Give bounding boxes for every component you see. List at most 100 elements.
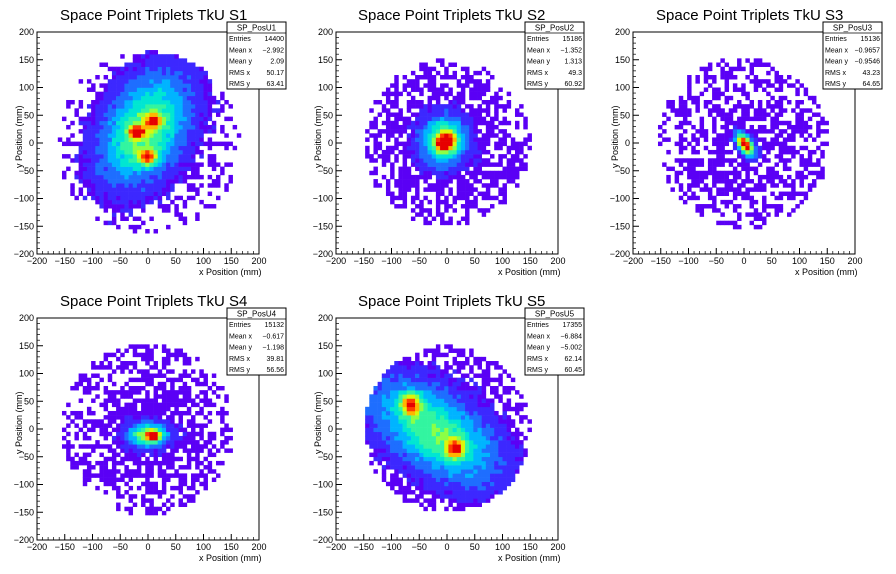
- bin: [490, 120, 495, 126]
- bin: [82, 149, 88, 155]
- bin: [745, 158, 750, 163]
- bin: [161, 398, 167, 403]
- bin: [465, 133, 470, 138]
- bin: [427, 481, 433, 487]
- bin: [191, 477, 196, 483]
- bin: [419, 75, 424, 80]
- bin: [662, 129, 667, 134]
- histogram-panel-2: −200 −150 −100 −50 0 50 100 150 200−200−150−100−…: [313, 7, 585, 277]
- bin: [195, 477, 200, 483]
- bin: [161, 158, 167, 163]
- bin: [195, 452, 200, 458]
- bin: [149, 124, 154, 130]
- bin: [811, 137, 817, 142]
- bin: [170, 174, 175, 180]
- bin: [78, 179, 84, 184]
- bin: [465, 356, 470, 362]
- bin: [506, 398, 512, 403]
- bin: [807, 133, 813, 138]
- bin: [128, 174, 134, 180]
- bin: [514, 427, 520, 433]
- bin: [182, 104, 188, 109]
- bin: [440, 104, 445, 109]
- bin: [514, 141, 520, 147]
- bin: [145, 99, 150, 105]
- bin: [161, 469, 167, 474]
- stats-row-value: 49.3: [568, 70, 582, 77]
- bin: [149, 377, 154, 383]
- bin: [753, 133, 759, 138]
- bin: [410, 427, 416, 433]
- bin: [149, 473, 154, 478]
- bin: [674, 170, 680, 176]
- bin: [481, 456, 487, 462]
- bin: [494, 465, 499, 470]
- bin: [791, 108, 796, 113]
- bin: [745, 166, 750, 172]
- bin: [394, 75, 399, 80]
- bin: [107, 91, 113, 97]
- bin: [490, 116, 495, 122]
- bin: [448, 477, 453, 483]
- bin: [477, 70, 482, 76]
- bin: [149, 50, 154, 55]
- bin: [452, 381, 458, 387]
- bin: [444, 112, 449, 117]
- bin: [473, 145, 478, 151]
- bin: [431, 158, 437, 163]
- bin: [178, 490, 183, 495]
- bin: [141, 369, 146, 374]
- bin: [435, 352, 441, 358]
- bin: [186, 104, 192, 109]
- bin: [519, 402, 524, 408]
- bin: [448, 62, 453, 67]
- bin: [465, 220, 470, 226]
- bin: [415, 141, 420, 147]
- bin: [795, 79, 800, 84]
- bin: [166, 187, 171, 192]
- bin: [161, 149, 167, 155]
- bin: [161, 510, 167, 516]
- bin: [510, 174, 516, 180]
- bin: [99, 145, 104, 151]
- bin: [415, 419, 420, 424]
- bin: [99, 99, 104, 105]
- bin: [385, 419, 391, 424]
- bin: [381, 162, 387, 167]
- bin: [174, 398, 179, 403]
- bin: [161, 390, 167, 395]
- bin: [195, 83, 200, 88]
- bin: [444, 133, 449, 138]
- bin: [191, 498, 196, 503]
- bin: [448, 485, 453, 491]
- bin: [166, 129, 171, 134]
- bin: [737, 145, 742, 151]
- bin: [116, 141, 121, 147]
- bin: [778, 120, 784, 126]
- bin: [502, 104, 507, 109]
- bin: [678, 124, 684, 130]
- bin: [178, 348, 183, 353]
- bin: [86, 465, 92, 470]
- bin: [456, 440, 462, 445]
- bin: [385, 427, 391, 433]
- bin: [741, 66, 746, 72]
- bin: [157, 444, 163, 449]
- bin: [211, 95, 217, 101]
- bin: [469, 440, 474, 445]
- bin: [799, 179, 804, 184]
- bin: [778, 174, 784, 180]
- bin: [456, 448, 462, 453]
- bin: [494, 431, 499, 437]
- bin: [448, 120, 453, 126]
- bin: [799, 199, 804, 205]
- bin: [406, 166, 412, 172]
- bin: [724, 141, 730, 147]
- bin: [157, 490, 163, 495]
- bin: [816, 162, 821, 167]
- bin: [128, 79, 134, 84]
- bin: [86, 381, 92, 387]
- bin: [728, 137, 734, 142]
- bin: [186, 66, 192, 72]
- bin: [720, 174, 725, 180]
